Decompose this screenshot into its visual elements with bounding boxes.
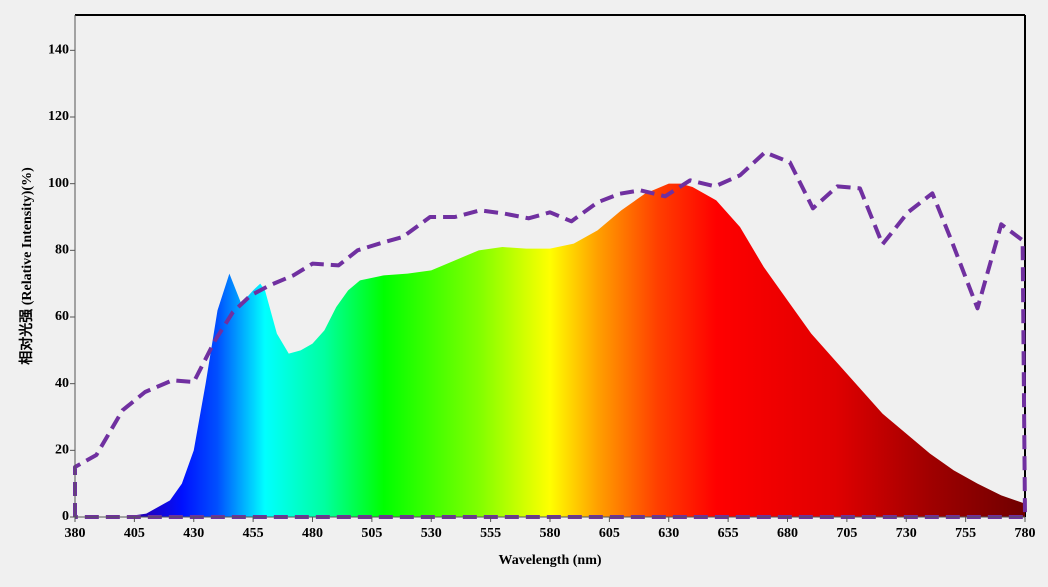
y-axis-title: 相对光强 (Relative Intensity)(%): [18, 167, 35, 365]
x-tick-label: 755: [955, 526, 976, 541]
x-tick-label: 455: [243, 526, 264, 541]
x-tick-label: 580: [540, 526, 561, 541]
x-tick-label: 705: [836, 526, 857, 541]
y-tick-label: 40: [55, 376, 69, 391]
y-tick-label: 20: [55, 443, 69, 458]
x-tick-label: 405: [124, 526, 145, 541]
x-axis-title: Wavelength (nm): [498, 553, 601, 568]
x-tick-label: 655: [718, 526, 739, 541]
y-tick-label: 60: [55, 309, 69, 324]
x-tick-label: 605: [599, 526, 620, 541]
y-tick-label: 120: [48, 109, 69, 124]
y-tick-label: 0: [62, 509, 69, 524]
y-tick-label: 80: [55, 243, 69, 258]
x-tick-label: 630: [658, 526, 679, 541]
dashed-line: [73, 150, 1027, 519]
y-tick-label: 100: [48, 176, 69, 191]
x-tick-label: 430: [183, 526, 204, 541]
x-tick-label: 555: [480, 526, 501, 541]
x-tick-label: 780: [1015, 526, 1036, 541]
x-tick-label: 505: [361, 526, 382, 541]
x-tick-label: 680: [777, 526, 798, 541]
x-tick-label: 480: [302, 526, 323, 541]
x-tick-label: 380: [65, 526, 86, 541]
plot-area: [73, 150, 1027, 519]
x-tick-label: 530: [421, 526, 442, 541]
x-tick-label: 730: [896, 526, 917, 541]
y-tick-label: 140: [48, 43, 69, 58]
spectrum-area: [75, 183, 1025, 517]
